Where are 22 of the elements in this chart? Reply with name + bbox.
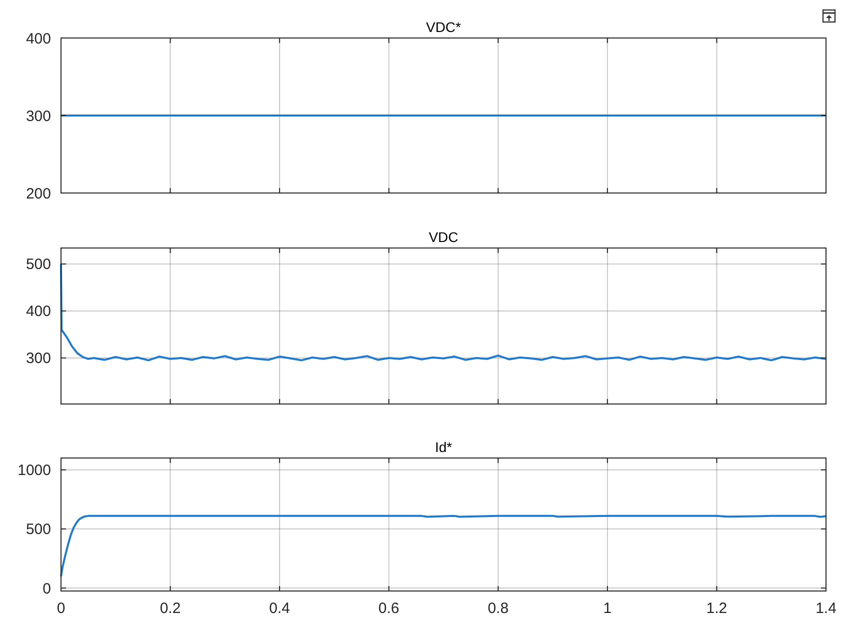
chart-title: VDC*	[426, 19, 462, 35]
y-tick-label: 0	[42, 580, 51, 598]
y-tick-label: 300	[26, 108, 51, 125]
x-tick-label: 0.2	[160, 600, 181, 617]
x-tick-label: 1.2	[706, 600, 728, 617]
x-tick-label: 0	[56, 600, 66, 617]
y-tick-label: 300	[26, 350, 51, 368]
line-series	[60, 514, 827, 578]
chart-title: VDC	[428, 229, 458, 245]
line-series	[60, 262, 827, 362]
x-tick-label: 0.8	[488, 600, 509, 617]
x-tick-label: 0.6	[378, 600, 400, 617]
y-tick-label: 400	[26, 30, 51, 48]
y-tick-label: 1000	[18, 462, 51, 480]
y-tick-label: 500	[26, 521, 51, 538]
x-tick-label: 1	[603, 600, 612, 617]
y-tick-label: 200	[26, 185, 51, 202]
x-tick-label: 0.4	[269, 600, 290, 617]
y-tick-label: 500	[26, 256, 51, 274]
x-tick-label: 1.4	[816, 600, 836, 617]
chart-title: Id*	[434, 439, 453, 455]
y-tick-label: 400	[26, 303, 51, 320]
